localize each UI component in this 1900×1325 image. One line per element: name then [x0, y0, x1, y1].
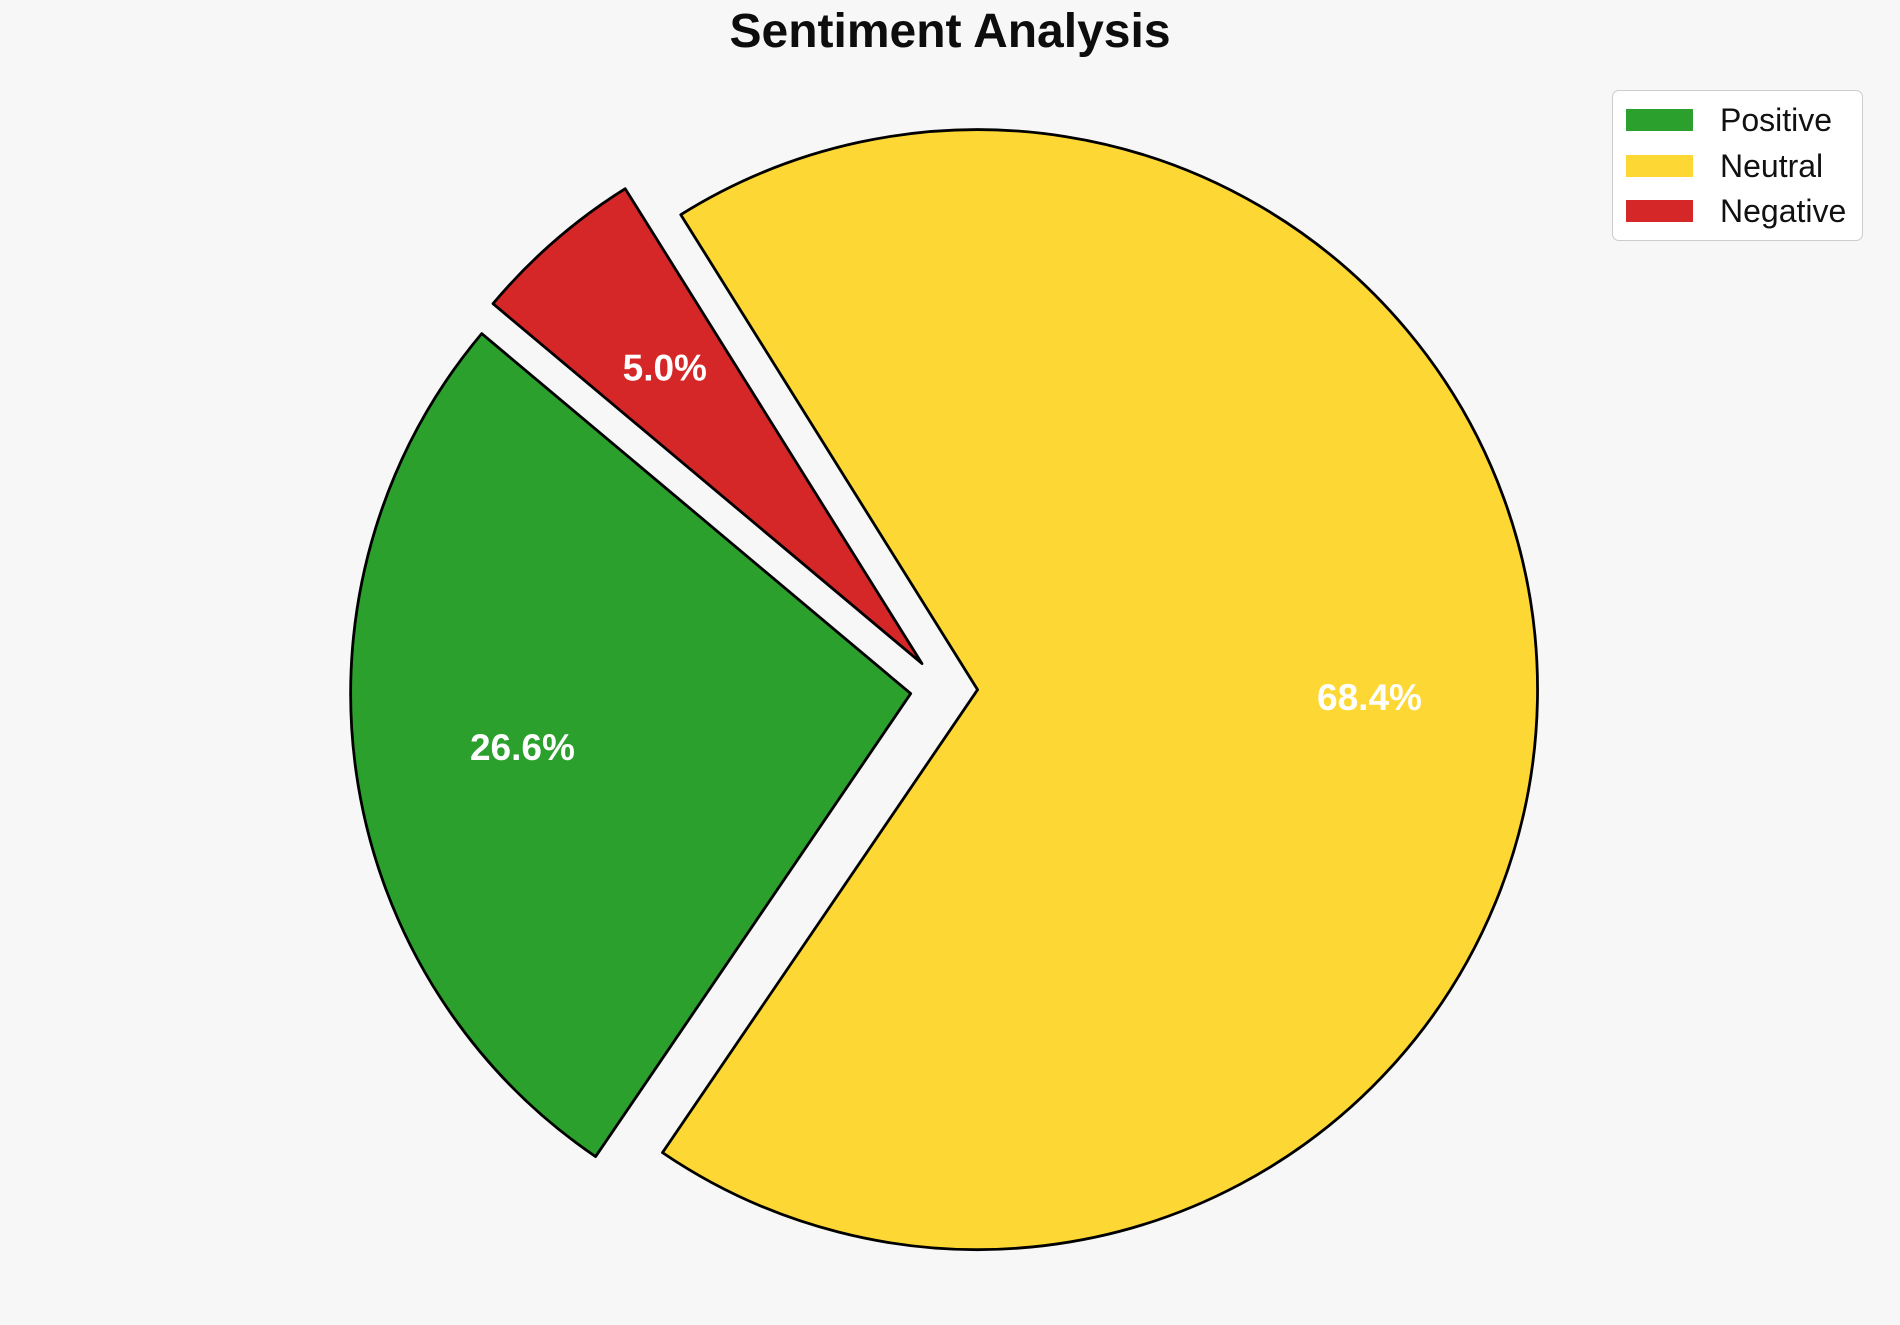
legend-box: Positive Neutral Negative [1612, 90, 1863, 241]
pie-slice-neutral [661, 128, 1539, 1252]
legend-swatch-negative [1626, 200, 1693, 222]
pct-label-negative: 5.0% [623, 347, 707, 388]
legend-swatch-positive [1626, 109, 1693, 131]
pie-slice-negative [491, 187, 924, 665]
legend-item-neutral: Neutral [1626, 146, 1849, 186]
pct-label-positive: 26.6% [470, 727, 575, 768]
legend-item-positive: Positive [1626, 100, 1849, 140]
legend-label-positive: Positive [1720, 102, 1833, 138]
legend-swatch-neutral [1626, 154, 1693, 177]
chart-title: Sentiment Analysis [729, 5, 1171, 58]
legend-label-neutral: Neutral [1720, 147, 1824, 184]
legend-item-negative: Negative [1626, 191, 1849, 231]
pie-slice-positive [349, 332, 913, 1158]
pct-label-neutral: 68.4% [1317, 677, 1422, 718]
legend-label-negative: Negative [1720, 193, 1847, 229]
